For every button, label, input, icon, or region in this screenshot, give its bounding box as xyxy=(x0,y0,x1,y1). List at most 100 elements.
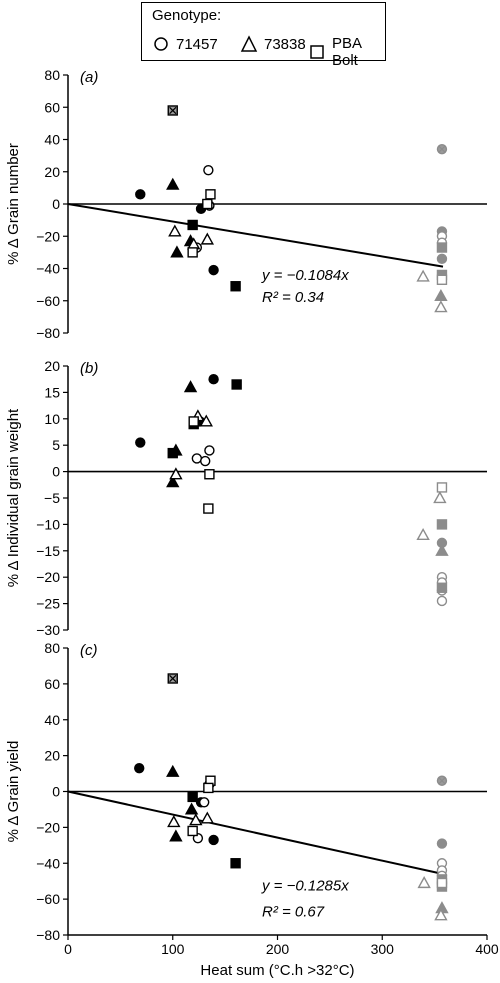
circle-marker xyxy=(208,834,219,846)
x-tick-label: 0 xyxy=(64,941,72,957)
x-axis-title: Heat sum (°C.h >32°C) xyxy=(200,962,354,979)
triangle-marker xyxy=(434,300,448,313)
y-axis-title: % Δ Individual grain weight xyxy=(5,408,22,587)
x-tick-label: 400 xyxy=(475,941,499,957)
triangle-marker xyxy=(434,908,448,921)
y-tick-label: 0 xyxy=(52,464,60,480)
data-point xyxy=(436,838,448,849)
regression-equation: y = −0.1285x xyxy=(261,878,349,895)
data-point xyxy=(204,445,215,456)
square-marker-icon xyxy=(308,43,326,61)
triangle-marker xyxy=(170,245,184,258)
legend-item-71457: 71457 xyxy=(152,35,218,53)
square-marker xyxy=(202,198,213,210)
data-point xyxy=(183,380,198,393)
data-point xyxy=(436,595,448,607)
square-marker xyxy=(187,825,198,837)
data-point xyxy=(436,775,448,786)
y-tick-label: 10 xyxy=(44,411,60,427)
legend-title: Genotype: xyxy=(152,7,222,24)
square-marker xyxy=(187,247,198,258)
circle-marker xyxy=(135,189,146,200)
data-point xyxy=(436,143,448,155)
data-point xyxy=(134,762,145,774)
y-tick-label: 40 xyxy=(44,132,60,148)
data-point xyxy=(434,300,448,313)
circle-marker-icon xyxy=(152,35,170,53)
y-tick-label: 20 xyxy=(44,164,60,180)
circle-marker xyxy=(134,762,145,774)
square-marker xyxy=(436,274,448,285)
y-tick-label: 80 xyxy=(44,67,60,83)
x-tick-label: 200 xyxy=(266,941,290,957)
circle-marker xyxy=(208,374,219,385)
data-point xyxy=(167,815,181,828)
data-point xyxy=(188,416,199,427)
data-point xyxy=(436,482,448,493)
cross-mark xyxy=(438,145,446,153)
legend-item-pba-bolt: PBA Bolt xyxy=(308,35,385,69)
data-point xyxy=(208,264,219,276)
data-point xyxy=(167,447,178,459)
y-tick-label: −80 xyxy=(36,325,60,341)
y-tick-label: 15 xyxy=(44,384,60,400)
y-tick-label: −40 xyxy=(36,261,60,277)
legend-item-73838: 73838 xyxy=(240,35,306,53)
square-marker xyxy=(203,782,214,794)
y-axis-title: % Δ Grain yield xyxy=(5,741,22,843)
data-point xyxy=(199,414,213,427)
triangle-marker xyxy=(199,414,213,427)
triangle-marker xyxy=(200,811,215,824)
data-point xyxy=(168,224,182,237)
circle-marker xyxy=(436,595,448,607)
triangle-marker xyxy=(189,813,203,826)
data-point xyxy=(166,764,180,777)
y-tick-label: −40 xyxy=(36,855,60,871)
data-point xyxy=(230,858,241,869)
triangle-marker xyxy=(184,802,199,815)
data-point xyxy=(167,105,178,116)
cross-mark xyxy=(169,106,177,115)
legend-label-pba-bolt: PBA Bolt xyxy=(332,35,362,69)
data-point xyxy=(203,164,214,176)
trendline xyxy=(67,203,444,268)
data-point xyxy=(416,528,430,541)
data-point xyxy=(135,189,146,200)
data-point xyxy=(189,813,203,826)
data-point xyxy=(417,876,431,889)
square-marker xyxy=(436,519,448,530)
data-point xyxy=(205,189,216,200)
panel-b: −30 −25 −20 −15 −10 −5 0 5 10 15 20 % Δ Individual … xyxy=(5,358,487,638)
square-marker xyxy=(188,416,199,427)
data-point xyxy=(208,374,219,385)
cross-mark xyxy=(438,777,446,785)
y-tick-label: −10 xyxy=(36,516,60,532)
cross-mark xyxy=(169,674,177,683)
data-point xyxy=(230,281,241,292)
circle-marker xyxy=(208,264,219,276)
y-tick-label: 5 xyxy=(52,437,60,453)
y-tick-label: 80 xyxy=(44,640,60,656)
triangle-marker xyxy=(200,232,215,245)
triangle-marker xyxy=(168,224,182,237)
circle-marker xyxy=(436,838,448,849)
triangle-marker xyxy=(435,543,449,556)
y-tick-label: −60 xyxy=(36,891,60,907)
y-tick-label: 60 xyxy=(44,99,60,115)
triangle-marker xyxy=(166,177,180,190)
data-point xyxy=(436,582,448,593)
data-point xyxy=(184,802,199,815)
data-point xyxy=(436,242,448,253)
data-point xyxy=(166,475,180,488)
circle-marker xyxy=(135,437,146,448)
triangle-marker xyxy=(183,380,198,393)
data-point xyxy=(202,198,213,210)
data-point xyxy=(135,437,146,448)
data-point xyxy=(436,253,448,265)
data-point xyxy=(436,274,448,285)
square-marker xyxy=(436,242,448,253)
square-marker xyxy=(203,503,214,514)
data-point xyxy=(187,247,198,258)
legend-label-71457: 71457 xyxy=(176,35,218,53)
